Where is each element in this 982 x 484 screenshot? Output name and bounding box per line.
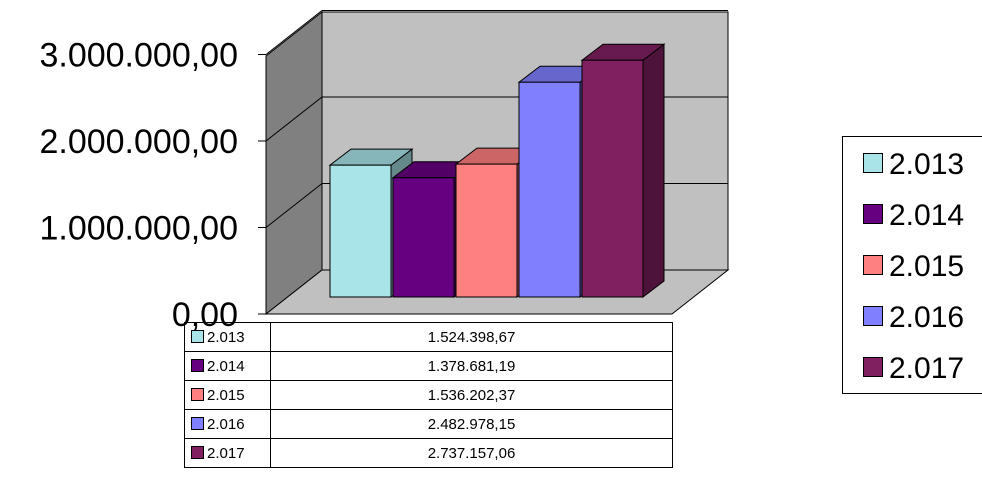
table-key-cell: 2.017 xyxy=(184,438,271,468)
table-row: 2.013 1.524.398,67 xyxy=(184,322,673,352)
legend-item: 2.015 xyxy=(863,247,964,287)
gridline-side xyxy=(265,96,323,142)
bars xyxy=(328,43,666,299)
legend-item: 2.017 xyxy=(863,349,964,389)
table-swatch xyxy=(191,359,204,373)
table-row: 2.017 2.737.157,06 xyxy=(184,438,673,468)
table-key-cell: 2.013 xyxy=(184,322,271,352)
legend-label: 2.016 xyxy=(889,301,965,334)
table-key-label: 2.013 xyxy=(207,328,245,346)
gridline-side xyxy=(265,10,323,55)
legend: 2.013 2.014 2.015 2.016 2.017 xyxy=(842,136,982,394)
table-value-cell: 1.536.202,37 xyxy=(270,380,673,410)
legend-item: 2.016 xyxy=(863,298,964,338)
chart-side-wall xyxy=(265,10,323,316)
table-key-cell: 2.016 xyxy=(184,409,271,439)
y-tick-label: 2.000.000,00 xyxy=(39,123,238,161)
legend-swatch xyxy=(863,357,883,378)
legend-swatch xyxy=(863,204,883,225)
table-key-cell: 2.015 xyxy=(184,380,271,410)
bar-front xyxy=(329,164,392,298)
table-key-label: 2.015 xyxy=(207,386,245,404)
legend-item: 2.014 xyxy=(863,196,964,236)
gridline-side xyxy=(265,183,323,228)
bar-front xyxy=(392,177,455,298)
bar-front xyxy=(581,59,644,298)
bar-front xyxy=(518,81,581,298)
table-swatch xyxy=(191,417,204,431)
table-swatch xyxy=(191,330,204,344)
table-row: 2.015 1.536.202,37 xyxy=(184,380,673,410)
bar-front xyxy=(455,163,518,298)
table-row: 2.014 1.378.681,19 xyxy=(184,351,673,381)
legend-swatch xyxy=(863,255,883,276)
table-value-cell: 1.524.398,67 xyxy=(270,322,673,352)
legend-swatch xyxy=(863,153,883,174)
table-swatch xyxy=(191,446,204,460)
table-value-cell: 2.482.978,15 xyxy=(270,409,673,439)
table-key-label: 2.016 xyxy=(207,415,245,433)
table-key-label: 2.017 xyxy=(207,444,245,462)
y-tick-label: 1.000.000,00 xyxy=(39,210,238,248)
legend-item: 2.013 xyxy=(863,145,964,185)
table-key-cell: 2.014 xyxy=(184,351,271,381)
legend-swatch xyxy=(863,306,883,327)
table-swatch xyxy=(191,388,204,402)
table-row: 2.016 2.482.978,15 xyxy=(184,409,673,439)
legend-label: 2.014 xyxy=(889,199,965,232)
legend-label: 2.015 xyxy=(889,250,965,283)
legend-label: 2.013 xyxy=(889,148,965,181)
data-table: 2.013 1.524.398,67 2.014 1.378.681,19 2.015 1… xyxy=(184,322,673,468)
y-tick-label: 3.000.000,00 xyxy=(39,37,238,75)
table-key-label: 2.014 xyxy=(207,357,245,375)
bar-2.017 xyxy=(580,43,666,299)
table-value-cell: 1.378.681,19 xyxy=(270,351,673,381)
bar-side xyxy=(642,43,665,299)
legend-label: 2.017 xyxy=(889,352,965,385)
table-value-cell: 2.737.157,06 xyxy=(270,438,673,468)
y-axis-ticks: 0,001.000.000,002.000.000,003.000.000,00 xyxy=(39,37,267,334)
